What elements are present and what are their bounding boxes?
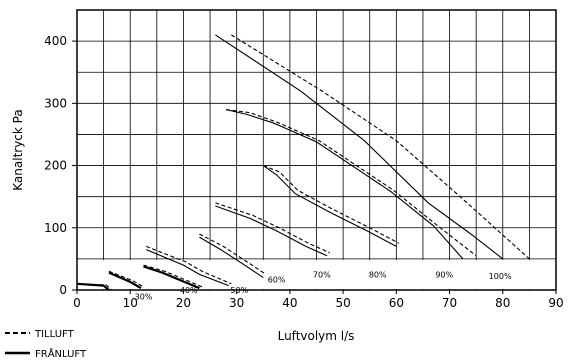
franluft-curve-3 (145, 249, 229, 287)
speed-label: 70% (313, 271, 331, 280)
tilluft-curve-0 (79, 283, 112, 291)
x-axis-label: Luftvolym l/s (278, 329, 355, 343)
tilluft-curve-5 (215, 202, 331, 254)
plot-frame (76, 9, 557, 291)
franluft-curve-1 (108, 271, 142, 290)
tilluft-curve-6 (263, 165, 400, 244)
x-tick-labels: 0 10 20 30 40 50 60 70 80 90 (73, 290, 564, 310)
label-band (78, 259, 555, 289)
x-tick-label: 70 (442, 296, 457, 310)
franluft-curve-6 (262, 165, 397, 247)
x-tick-label: 30 (229, 296, 244, 310)
speed-label: 60% (268, 276, 286, 285)
tilluft-curve-7 (225, 109, 477, 257)
y-tick-label: 200 (44, 159, 67, 173)
speed-label: 50% (230, 286, 248, 295)
speed-labels: 30% 40% 50% 60% 70% 80% 90% 100% (135, 271, 512, 302)
x-tick-label: 20 (176, 296, 191, 310)
franluft-curve-2 (143, 265, 200, 290)
x-tick-label: 80 (495, 296, 510, 310)
franluft-curve-8 (215, 34, 504, 260)
tilluft-curve-4 (199, 233, 267, 275)
tilluft-curve-2 (143, 264, 203, 288)
franluft-curve-4 (199, 236, 264, 279)
x-tick-label: 60 (389, 296, 404, 310)
legend-label-tilluft: TILLUFT (34, 329, 75, 340)
x-tick-label: 90 (548, 296, 563, 310)
franluft-curve-5 (215, 205, 328, 257)
legend: TILLUFT FRÅNLUFT (5, 329, 87, 360)
tilluft-curve-8 (231, 34, 530, 260)
y-tick-label: 400 (44, 34, 67, 48)
x-tick-label: 40 (282, 296, 297, 310)
curves (76, 34, 530, 291)
speed-label: 90% (435, 271, 453, 280)
legend-label-franluft: FRÅNLUFT (35, 347, 87, 360)
x-tick-label: 50 (335, 296, 350, 310)
speed-label: 80% (369, 271, 387, 280)
speed-label: 40% (180, 286, 198, 295)
tilluft-curve-1 (108, 270, 144, 288)
franluft-curve-0 (76, 282, 110, 291)
speed-label: 30% (135, 292, 153, 301)
x-tick-label: 10 (123, 296, 138, 310)
x-tick-label: 0 (73, 296, 81, 310)
tilluft-curve-3 (145, 245, 232, 285)
y-tick-label: 300 (44, 96, 67, 110)
y-tick-labels: 0 100 200 300 400 (44, 34, 77, 297)
franluft-curve-7 (225, 109, 464, 260)
y-tick-label: 0 (59, 283, 67, 297)
speed-label: 100% (489, 272, 512, 281)
y-tick-label: 100 (44, 221, 67, 235)
y-axis-label: Kanaltryck Pa (11, 109, 25, 190)
